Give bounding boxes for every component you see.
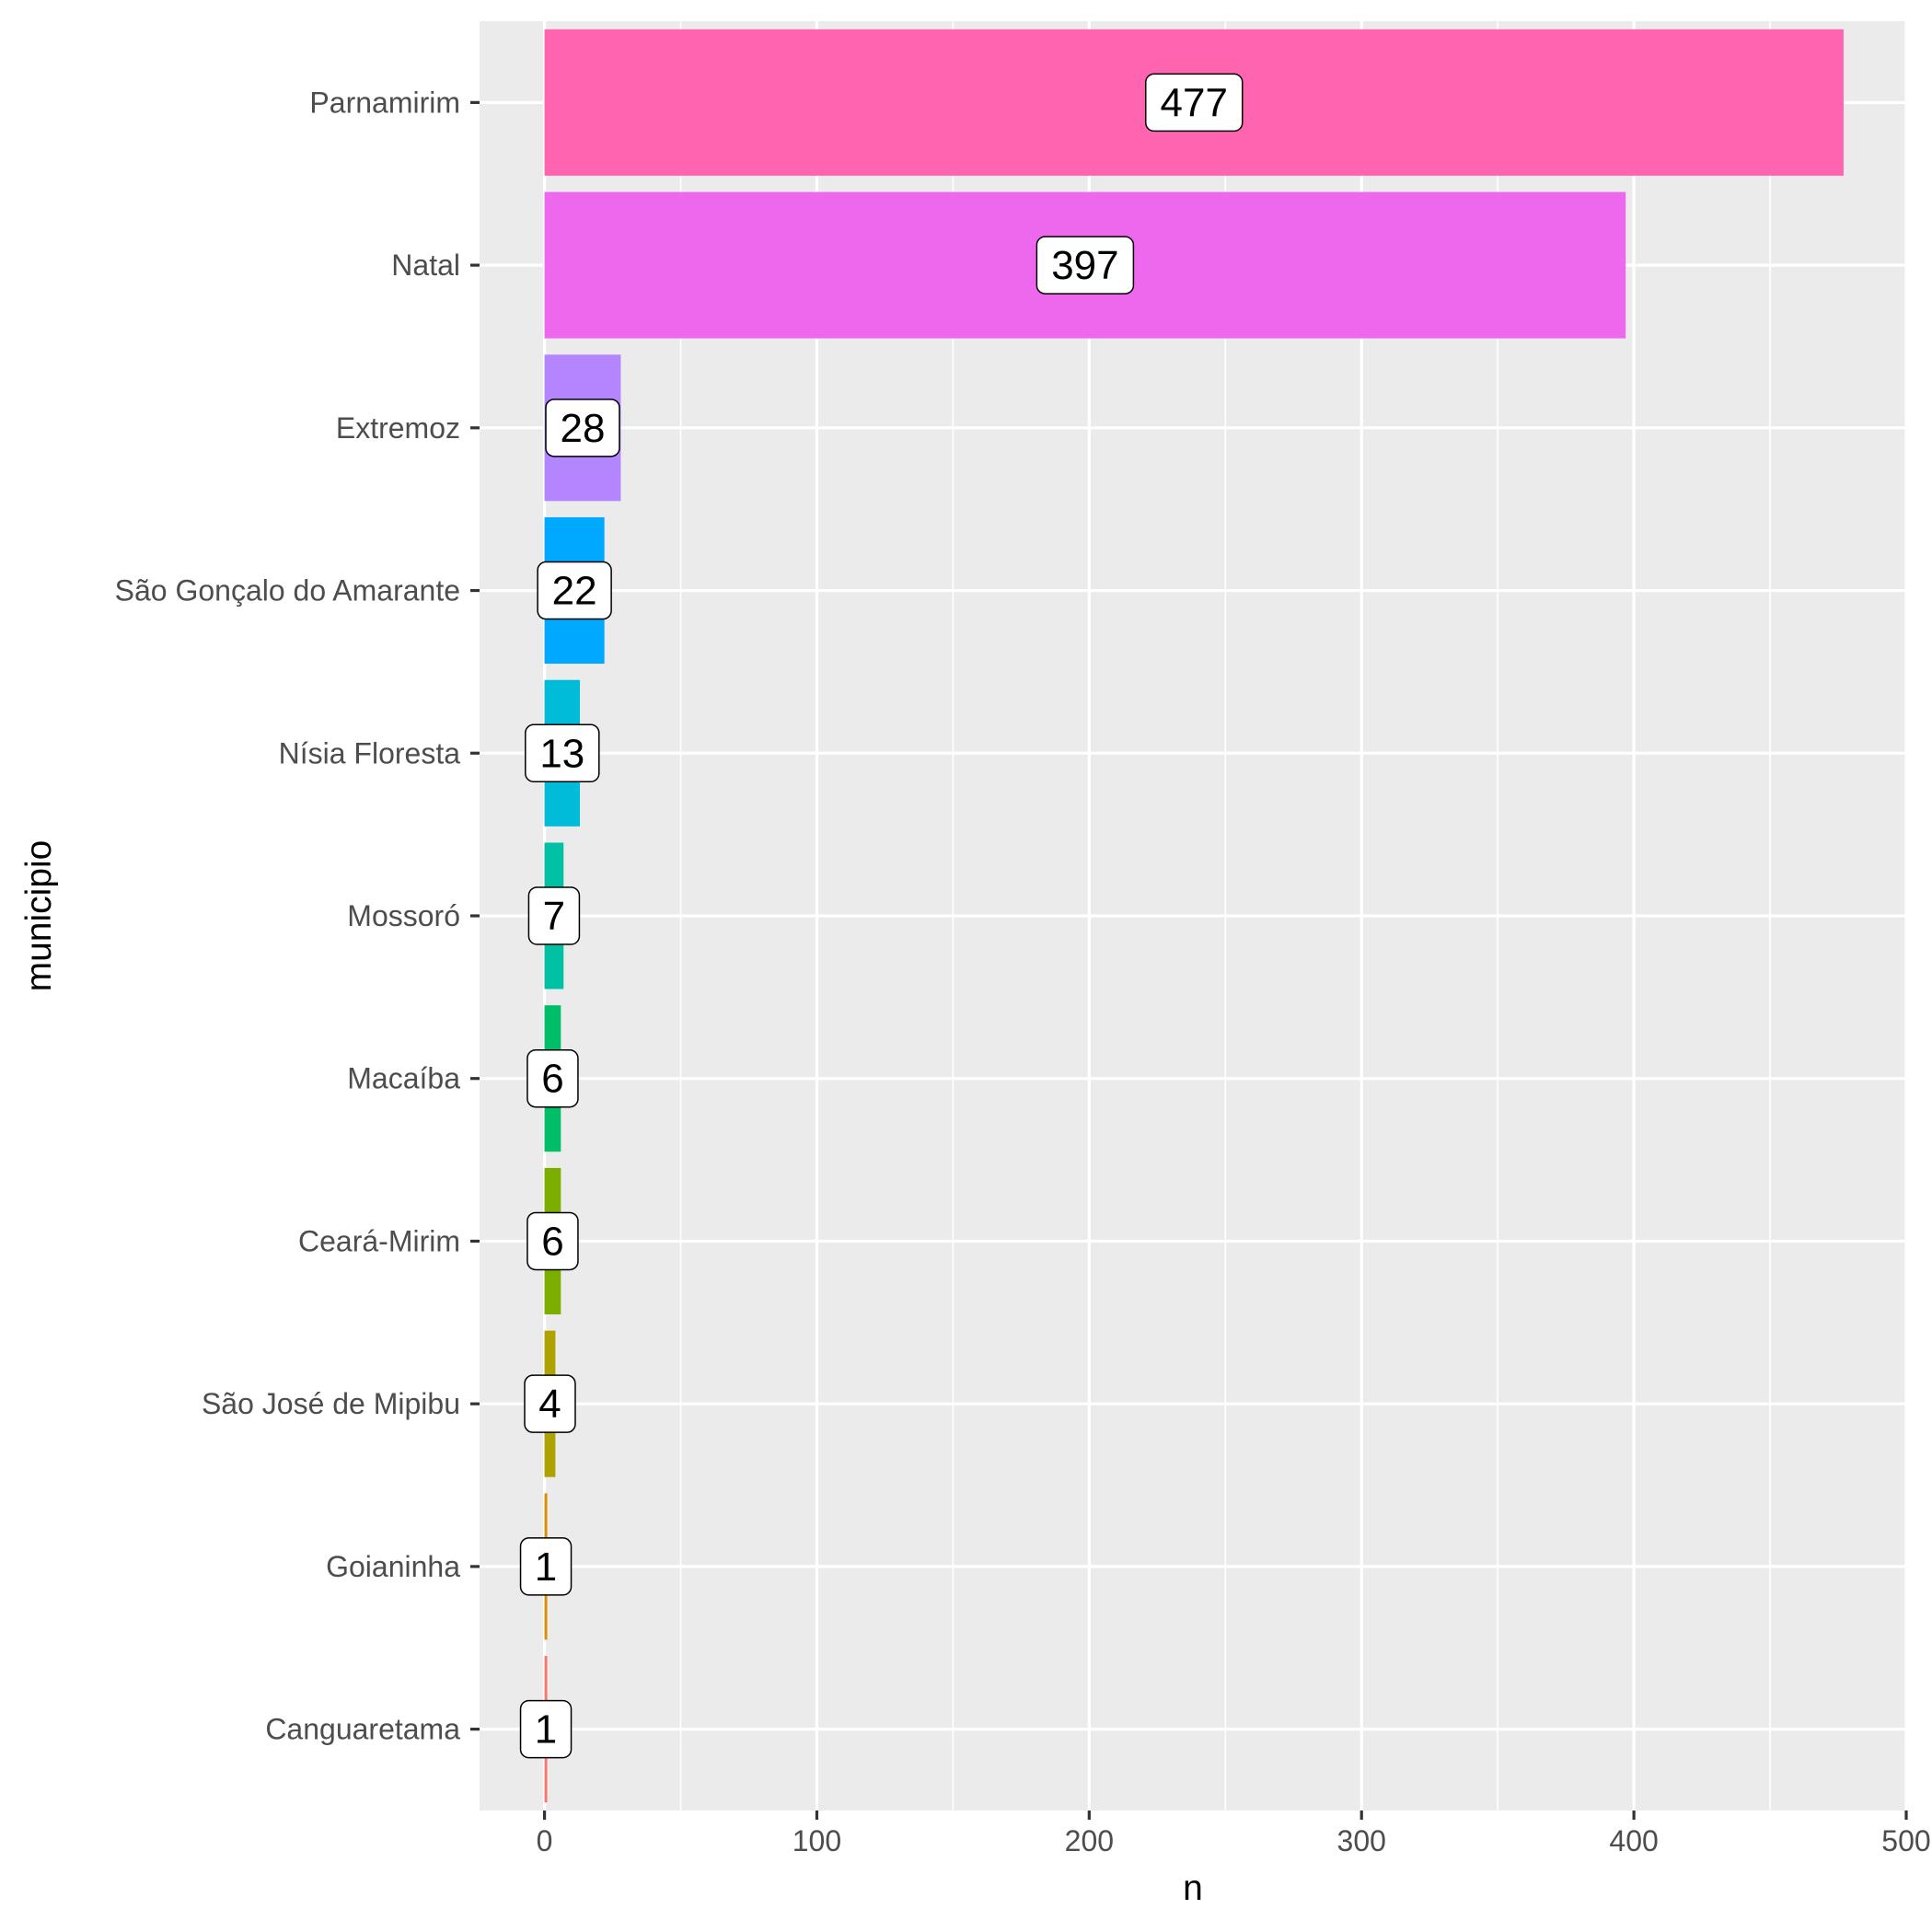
data-label-text: 1	[535, 1707, 557, 1753]
data-label: 4	[524, 1374, 576, 1433]
y-tick-label: Extremoz	[336, 411, 460, 445]
y-tick-label: Parnamirim	[309, 86, 460, 119]
data-label-box	[524, 1374, 576, 1433]
data-label: 477	[1145, 73, 1244, 133]
y-tick-label: Macaíba	[347, 1062, 460, 1095]
data-label-text: 13	[539, 731, 584, 776]
data-label-text: 4	[538, 1382, 561, 1427]
data-label-text: 6	[541, 1057, 563, 1102]
data-label: 1	[519, 1699, 573, 1759]
data-label-box	[525, 723, 600, 783]
data-label: 13	[525, 723, 600, 783]
data-label-text: 1	[535, 1544, 557, 1590]
data-label-text: 6	[541, 1219, 563, 1264]
x-tick-label: 300	[1337, 1824, 1386, 1857]
y-tick-label: Natal	[391, 249, 460, 282]
data-label: 28	[545, 399, 620, 457]
data-label: 6	[526, 1048, 579, 1108]
data-label-box	[537, 561, 612, 620]
y-tick-label: São José de Mipibu	[202, 1387, 460, 1420]
data-label-text: 28	[561, 406, 606, 451]
data-label-box	[526, 1048, 579, 1108]
data-label: 7	[527, 886, 581, 945]
data-label: 1	[519, 1537, 573, 1596]
data-labels: 477 397 28 22 13 7 6 6 4 1 1	[519, 73, 1244, 1759]
y-axis-title: municipio	[19, 840, 59, 992]
data-label-box	[519, 1699, 573, 1759]
data-label-box	[527, 886, 581, 945]
x-tick-label: 100	[792, 1824, 841, 1857]
data-label-text: 22	[552, 569, 597, 614]
data-label: 22	[537, 561, 612, 620]
data-label-box	[1145, 73, 1244, 133]
data-label: 6	[526, 1211, 579, 1271]
data-label-text: 397	[1051, 243, 1118, 288]
x-axis-title: n	[1183, 1868, 1203, 1908]
y-axis: Parnamirim Natal Extremoz São Gonçalo do Am…	[115, 86, 480, 1746]
y-tick-label: Goianinha	[326, 1550, 460, 1583]
data-label-box	[545, 399, 620, 457]
data-label-box	[526, 1211, 579, 1271]
data-label-box	[1035, 236, 1135, 295]
y-tick-label: Nísia Floresta	[279, 736, 461, 769]
x-tick-label: 400	[1609, 1824, 1658, 1857]
y-tick-label: São Gonçalo do Amarante	[115, 574, 460, 607]
data-label-text: 477	[1161, 80, 1228, 125]
x-tick-label: 200	[1065, 1824, 1114, 1857]
x-axis: 0 100 200 300 400 500	[537, 1811, 1931, 1857]
y-tick-label: Ceará-Mirim	[298, 1224, 460, 1257]
x-tick-label: 0	[537, 1824, 553, 1857]
x-tick-label: 500	[1881, 1824, 1930, 1857]
data-label-text: 7	[543, 894, 565, 939]
y-tick-label: Canguaretama	[265, 1713, 460, 1746]
data-label: 397	[1035, 236, 1135, 295]
y-tick-label: Mossoró	[347, 899, 460, 932]
data-label-box	[519, 1537, 573, 1596]
